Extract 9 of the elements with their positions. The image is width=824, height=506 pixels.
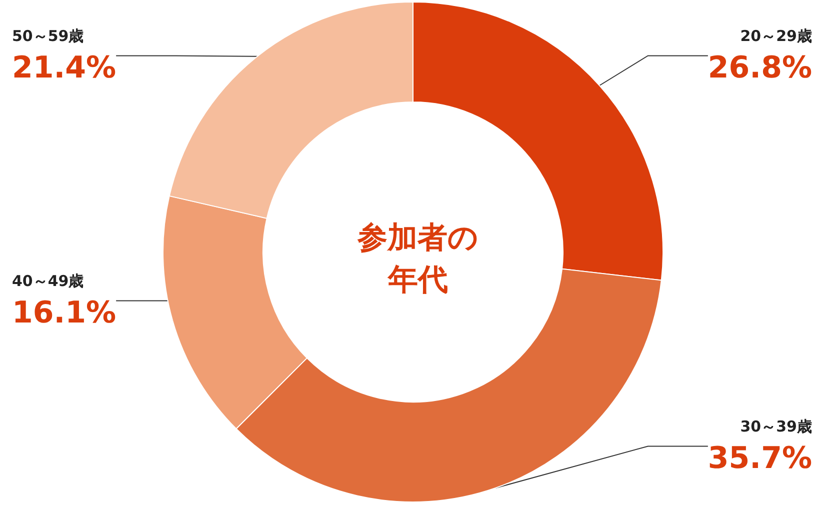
data-label: 16.1% [12, 296, 116, 331]
slice-label: 40～49歳 [12, 272, 84, 290]
slice-label: 30～39歳 [740, 418, 812, 436]
slice-label: 20～29歳 [740, 27, 812, 45]
data-label: 35.7% [708, 441, 812, 476]
data-label: 21.4% [12, 50, 116, 86]
slice-label: 50～59歳 [12, 27, 84, 45]
data-label: 26.8% [708, 50, 812, 86]
text: 参加者の年代 [356, 220, 478, 298]
